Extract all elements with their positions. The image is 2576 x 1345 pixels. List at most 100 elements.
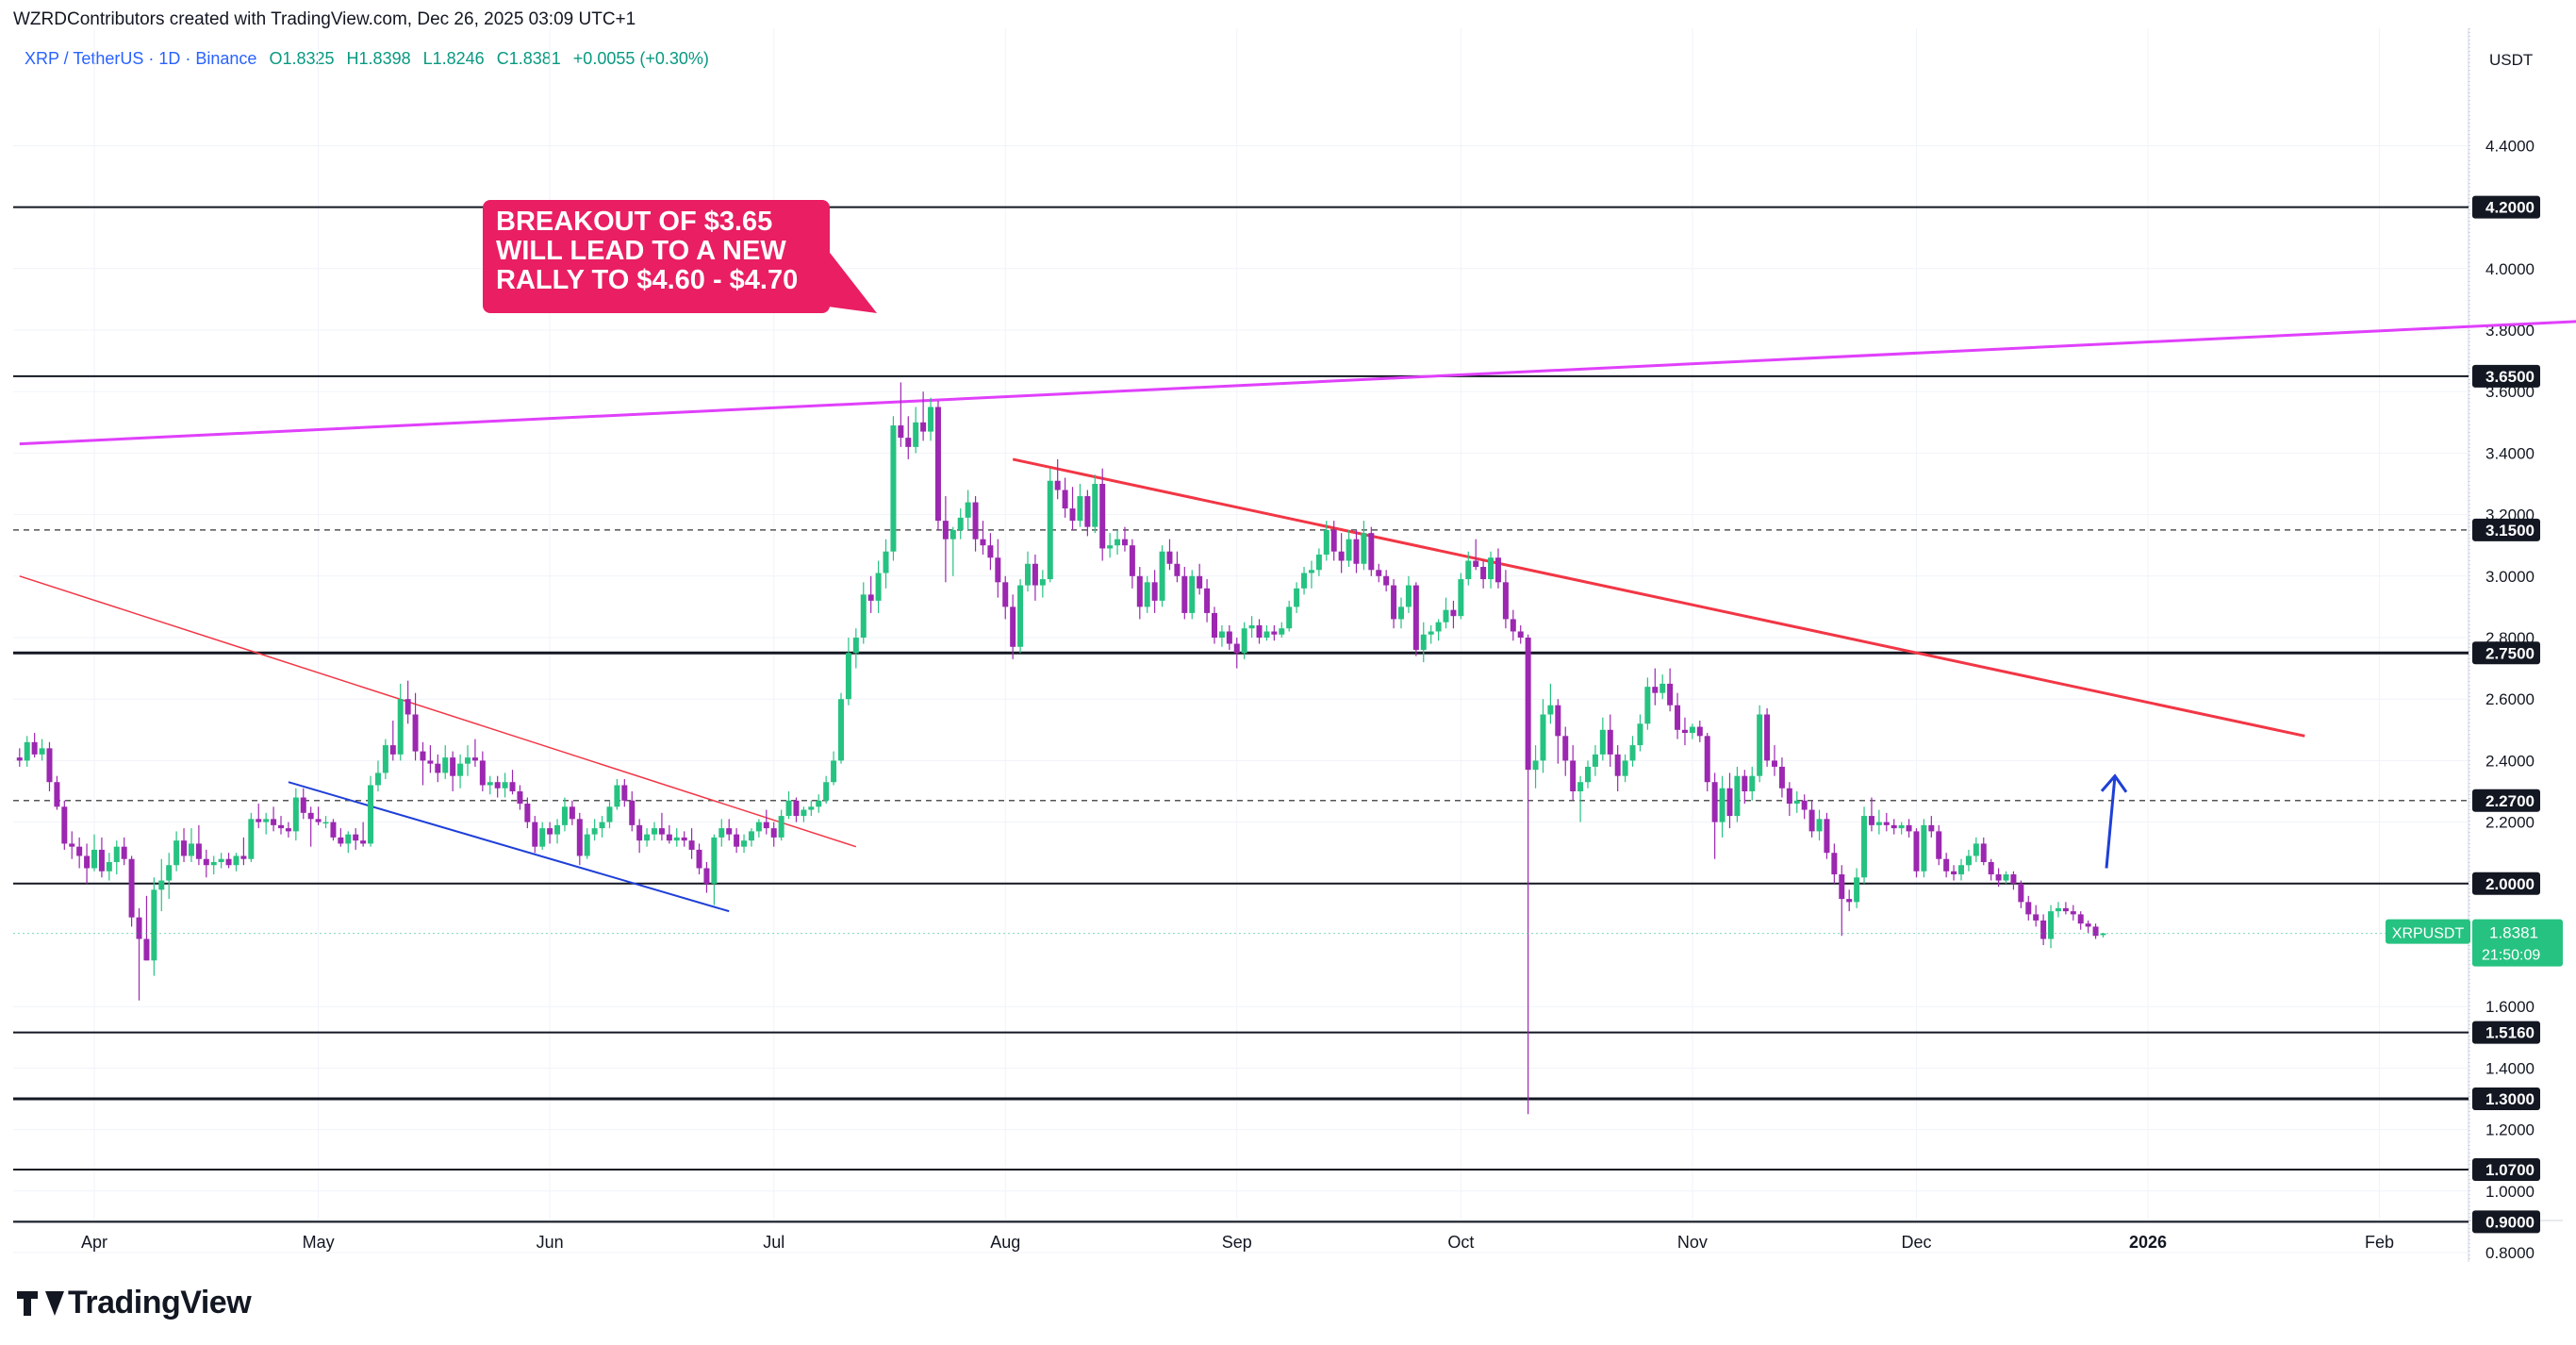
candle-body[interactable] bbox=[711, 837, 718, 884]
candle-body[interactable] bbox=[696, 849, 702, 869]
candle-body[interactable] bbox=[46, 748, 53, 783]
symbol-name[interactable]: XRP / TetherUS · 1D · Binance bbox=[25, 49, 257, 68]
candle-body[interactable] bbox=[1136, 575, 1143, 607]
candle-body[interactable] bbox=[233, 855, 239, 866]
candle-body[interactable] bbox=[300, 797, 306, 813]
candle-body[interactable] bbox=[61, 806, 68, 844]
candle-body[interactable] bbox=[278, 824, 284, 829]
candle-body[interactable] bbox=[748, 831, 754, 841]
candle-body[interactable] bbox=[860, 594, 867, 638]
candle-body[interactable] bbox=[457, 763, 464, 776]
candle-body[interactable] bbox=[2070, 911, 2076, 915]
candle-body[interactable] bbox=[76, 846, 83, 856]
candle-body[interactable] bbox=[368, 785, 374, 844]
candle-body[interactable] bbox=[1599, 729, 1606, 755]
candle-body[interactable] bbox=[2085, 923, 2091, 927]
candle-body[interactable] bbox=[382, 745, 388, 773]
candle-body[interactable] bbox=[1361, 533, 1367, 564]
candle-body[interactable] bbox=[1233, 643, 1240, 654]
candle-body[interactable] bbox=[307, 812, 314, 820]
candle-body[interactable] bbox=[801, 809, 807, 817]
candle-body[interactable] bbox=[1204, 588, 1211, 613]
candle-body[interactable] bbox=[1622, 760, 1628, 776]
candle-body[interactable] bbox=[2055, 907, 2061, 912]
candle-body[interactable] bbox=[1092, 484, 1098, 527]
candle-body[interactable] bbox=[1189, 575, 1196, 613]
candle-body[interactable] bbox=[1039, 579, 1046, 586]
candle-body[interactable] bbox=[136, 917, 142, 939]
candle-body[interactable] bbox=[1786, 788, 1792, 805]
candle-body[interactable] bbox=[1174, 563, 1181, 576]
candle-body[interactable] bbox=[1256, 624, 1263, 638]
candle-body[interactable] bbox=[1286, 606, 1293, 629]
candle-body[interactable] bbox=[957, 517, 964, 530]
candle-body[interactable] bbox=[1047, 480, 1053, 580]
candle-body[interactable] bbox=[1719, 788, 1726, 822]
candle-body[interactable] bbox=[1488, 557, 1494, 580]
candle-body[interactable] bbox=[1010, 606, 1016, 647]
candle-body[interactable] bbox=[1241, 628, 1247, 654]
projection-arrow[interactable] bbox=[2105, 775, 2117, 869]
candle-body[interactable] bbox=[1405, 585, 1412, 607]
candle-body[interactable] bbox=[374, 772, 381, 786]
candle-body[interactable] bbox=[1816, 819, 1823, 832]
candle-body[interactable] bbox=[1054, 480, 1061, 490]
candle-body[interactable] bbox=[1644, 687, 1651, 724]
candle-body[interactable] bbox=[1936, 831, 1942, 859]
candle-body[interactable] bbox=[427, 760, 434, 764]
candle-body[interactable] bbox=[1614, 754, 1621, 776]
candle-body[interactable] bbox=[1801, 800, 1808, 810]
candle-body[interactable] bbox=[1017, 585, 1024, 647]
candle-body[interactable] bbox=[338, 837, 344, 844]
candle-body[interactable] bbox=[1428, 631, 1434, 635]
candle-body[interactable] bbox=[2010, 874, 2017, 884]
candle-body[interactable] bbox=[2003, 874, 2009, 881]
candle-body[interactable] bbox=[1891, 824, 1897, 829]
candle-body[interactable] bbox=[1764, 714, 1771, 761]
candle-body[interactable] bbox=[1420, 634, 1427, 651]
candle-body[interactable] bbox=[1696, 726, 1703, 737]
candle-body[interactable] bbox=[875, 573, 882, 601]
candle-body[interactable] bbox=[949, 529, 956, 540]
candle-body[interactable] bbox=[532, 822, 538, 847]
candle-body[interactable] bbox=[389, 745, 396, 755]
candle-body[interactable] bbox=[1742, 775, 1748, 791]
candle-body[interactable] bbox=[181, 840, 188, 856]
candle-body[interactable] bbox=[1652, 687, 1659, 693]
candle-body[interactable] bbox=[995, 557, 1001, 583]
candle-body[interactable] bbox=[1570, 760, 1577, 791]
candle-body[interactable] bbox=[793, 800, 800, 817]
candle-body[interactable] bbox=[345, 834, 352, 844]
candle-body[interactable] bbox=[845, 653, 851, 700]
candle-body[interactable] bbox=[1793, 800, 1800, 805]
candle-body[interactable] bbox=[256, 819, 262, 822]
candle-body[interactable] bbox=[816, 800, 822, 807]
candle-body[interactable] bbox=[1077, 496, 1083, 522]
candle-body[interactable] bbox=[1540, 714, 1546, 761]
candle-body[interactable] bbox=[1315, 554, 1322, 571]
candle-body[interactable] bbox=[1846, 899, 1853, 903]
candle-body[interactable] bbox=[778, 816, 784, 838]
candle-body[interactable] bbox=[652, 828, 657, 835]
candle-body[interactable] bbox=[330, 822, 337, 838]
candle-body[interactable] bbox=[524, 804, 531, 822]
candle-body[interactable] bbox=[471, 757, 478, 761]
candle-body[interactable] bbox=[658, 828, 665, 835]
candle-body[interactable] bbox=[965, 502, 971, 518]
candle-body[interactable] bbox=[240, 855, 247, 859]
candle-body[interactable] bbox=[666, 834, 672, 841]
candle-body[interactable] bbox=[1883, 822, 1890, 825]
candle-body[interactable] bbox=[576, 819, 583, 856]
candle-body[interactable] bbox=[1353, 539, 1360, 564]
candle-body[interactable] bbox=[1368, 533, 1375, 571]
candle-body[interactable] bbox=[673, 837, 680, 841]
candle-body[interactable] bbox=[465, 757, 471, 764]
candle-body[interactable] bbox=[509, 782, 516, 791]
candle-body[interactable] bbox=[2033, 914, 2039, 921]
candle-body[interactable] bbox=[681, 837, 687, 841]
candle-body[interactable] bbox=[1681, 729, 1688, 734]
candle-body[interactable] bbox=[143, 938, 150, 961]
candle-body[interactable] bbox=[1107, 545, 1114, 549]
candle-body[interactable] bbox=[113, 846, 120, 862]
candle-body[interactable] bbox=[1965, 855, 1972, 866]
